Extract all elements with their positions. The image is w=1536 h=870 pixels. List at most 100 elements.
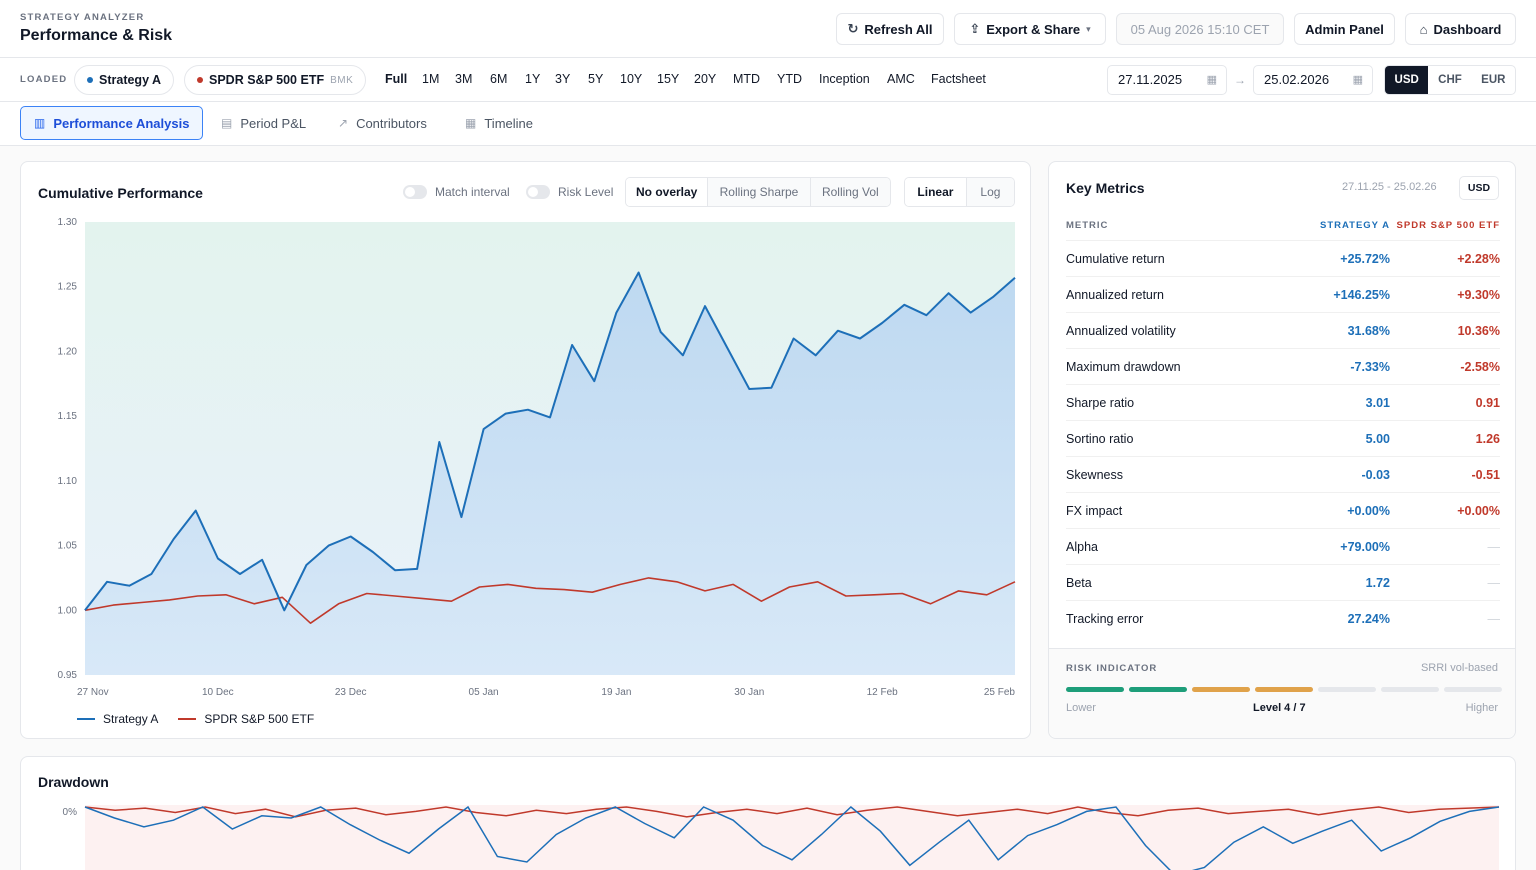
metric-row: Sharpe ratio 3.01 0.91 — [1066, 384, 1500, 420]
period-5y[interactable]: 5Y — [588, 72, 604, 86]
period-20y[interactable]: 20Y — [694, 72, 717, 86]
benchmark-col-header: SPDR S&P 500 ETF — [1396, 220, 1500, 231]
tab-performance-analysis[interactable]: ▥ Performance Analysis — [20, 106, 204, 140]
period-1m[interactable]: 1M — [422, 72, 440, 86]
metric-name: Annualized volatility — [1066, 324, 1176, 338]
y-tick-label: 0% — [63, 807, 78, 818]
metric-name: Alpha — [1066, 540, 1098, 554]
tab-timeline[interactable]: ▦ Timeline — [452, 106, 546, 140]
y-tick-label: 1.25 — [58, 282, 78, 293]
benchmark-tag: BMK — [330, 74, 354, 86]
series-line-strategy — [84, 271, 1016, 612]
tab-label: Performance Analysis — [53, 115, 190, 131]
period-15y[interactable]: 15Y — [657, 72, 680, 86]
period-factsheet[interactable]: Factsheet — [931, 72, 986, 86]
scale-linear[interactable]: Linear — [905, 178, 967, 206]
risk-level-toggle[interactable]: Risk Level — [526, 185, 613, 199]
date-from-input[interactable]: 27.11.2025 ▦ — [1107, 65, 1227, 95]
home-icon: ⌂ — [1419, 21, 1428, 37]
overlay-rolling-sharpe[interactable]: Rolling Sharpe — [708, 178, 811, 206]
metric-strategy-value: 3.01 — [1365, 396, 1390, 410]
trend-arrow-icon: ↗ — [338, 116, 349, 130]
period-1y[interactable]: 1Y — [525, 72, 541, 86]
risk-level-segment — [1381, 687, 1439, 692]
metric-benchmark-value: -0.51 — [1471, 468, 1501, 482]
refresh-icon: ↻ — [847, 21, 859, 36]
metric-benchmark-value: — — [1487, 540, 1501, 554]
performance-title: Cumulative Performance — [38, 185, 203, 201]
refresh-all-button[interactable]: ↻ Refresh All — [836, 13, 944, 45]
metric-name: Maximum drawdown — [1066, 360, 1181, 374]
benchmark-chip[interactable]: SPDR S&P 500 ETF BMK — [184, 65, 367, 95]
metric-strategy-value: 27.24% — [1347, 612, 1390, 626]
metric-strategy-value: +25.72% — [1340, 252, 1390, 266]
metric-strategy-value: +79.00% — [1340, 540, 1390, 554]
export-share-button[interactable]: ⇪ Export & Share ▾ — [954, 13, 1106, 45]
tab-contributors[interactable]: ↗ Contributors — [325, 106, 440, 140]
metric-strategy-value: 5.00 — [1365, 432, 1390, 446]
tab-bar: ▥ Performance Analysis ▤ Period P&L ↗ Co… — [0, 102, 1536, 146]
dashboard-button[interactable]: ⌂ Dashboard — [1405, 13, 1516, 45]
metric-row: Maximum drawdown -7.33% -2.58% — [1066, 348, 1500, 384]
metric-benchmark-value: — — [1487, 612, 1501, 626]
date-to-value: 25.02.2026 — [1264, 72, 1330, 87]
date-to-input[interactable]: 25.02.2026 ▦ — [1253, 65, 1373, 95]
page-title: Performance & Risk — [20, 27, 173, 44]
currency-usd[interactable]: USD — [1385, 66, 1429, 94]
metric-name: Sharpe ratio — [1066, 396, 1135, 410]
metric-name: Beta — [1066, 576, 1092, 590]
toggle-switch[interactable] — [403, 185, 427, 199]
period-mtd[interactable]: MTD — [733, 72, 761, 86]
risk-level-segment — [1444, 687, 1502, 692]
bar-chart-icon: ▥ — [34, 116, 46, 130]
tab-label: Timeline — [484, 115, 533, 131]
legend-swatch — [77, 718, 95, 720]
date-from-value: 27.11.2025 — [1118, 72, 1183, 87]
key-metrics-currency: USD — [1459, 176, 1499, 200]
scale-log[interactable]: Log — [966, 178, 1014, 206]
overlay-rolling-vol[interactable]: Rolling Vol — [810, 178, 890, 206]
period-6m[interactable]: 6M — [490, 72, 508, 86]
period-amc[interactable]: AMC — [887, 72, 915, 86]
metric-row: Skewness -0.03 -0.51 — [1066, 456, 1500, 492]
calendar-icon: ▦ — [1206, 74, 1217, 86]
risk-level-segment — [1192, 687, 1250, 692]
overlay-none[interactable]: No overlay — [626, 178, 709, 206]
period-full[interactable]: Full — [385, 72, 408, 86]
period-10y[interactable]: 10Y — [620, 72, 643, 86]
risk-lower-label: Lower — [1066, 702, 1096, 714]
x-tick-label: 30 Jan — [734, 687, 764, 698]
header: STRATEGY ANALYZER Performance & Risk ↻ R… — [0, 0, 1536, 58]
metric-strategy-value: -7.33% — [1350, 360, 1390, 374]
currency-chf[interactable]: CHF — [1438, 74, 1462, 86]
key-metrics-range: 27.11.25 - 25.02.26 — [1342, 181, 1437, 193]
risk-level-segment — [1318, 687, 1376, 692]
calendar-icon: ▦ — [465, 116, 477, 130]
metric-strategy-value: +146.25% — [1333, 288, 1390, 302]
admin-panel-button[interactable]: Admin Panel — [1294, 13, 1395, 45]
currency-eur[interactable]: EUR — [1481, 74, 1506, 86]
timestamp: 05 Aug 2026 15:10 CET — [1116, 13, 1284, 45]
y-tick-label: 1.00 — [58, 605, 78, 616]
tab-period-pl[interactable]: ▤ Period P&L — [208, 106, 319, 140]
period-3y[interactable]: 3Y — [555, 72, 571, 86]
period-3m[interactable]: 3M — [455, 72, 473, 86]
strategy-area — [85, 272, 1015, 675]
drawdown-line-benchmark — [84, 806, 1500, 818]
metric-name: Annualized return — [1066, 288, 1164, 302]
chevron-down-icon: ▾ — [1086, 23, 1091, 34]
y-tick-label: 1.30 — [58, 217, 78, 228]
metric-row: Annualized return +146.25% +9.30% — [1066, 276, 1500, 312]
key-metrics-title: Key Metrics — [1066, 180, 1145, 196]
x-tick-label: 23 Dec — [335, 687, 367, 698]
legend-label: Strategy A — [103, 712, 159, 726]
metric-benchmark-value: +2.28% — [1457, 252, 1500, 266]
match-interval-toggle[interactable]: Match interval — [403, 185, 510, 199]
scale-selector: Linear Log — [904, 177, 1015, 207]
risk-higher-label: Higher — [1465, 702, 1498, 714]
toggle-switch[interactable] — [526, 185, 550, 199]
strategy-chip[interactable]: Strategy A — [74, 65, 175, 95]
period-inception[interactable]: Inception — [819, 72, 870, 86]
period-ytd[interactable]: YTD — [777, 72, 802, 86]
